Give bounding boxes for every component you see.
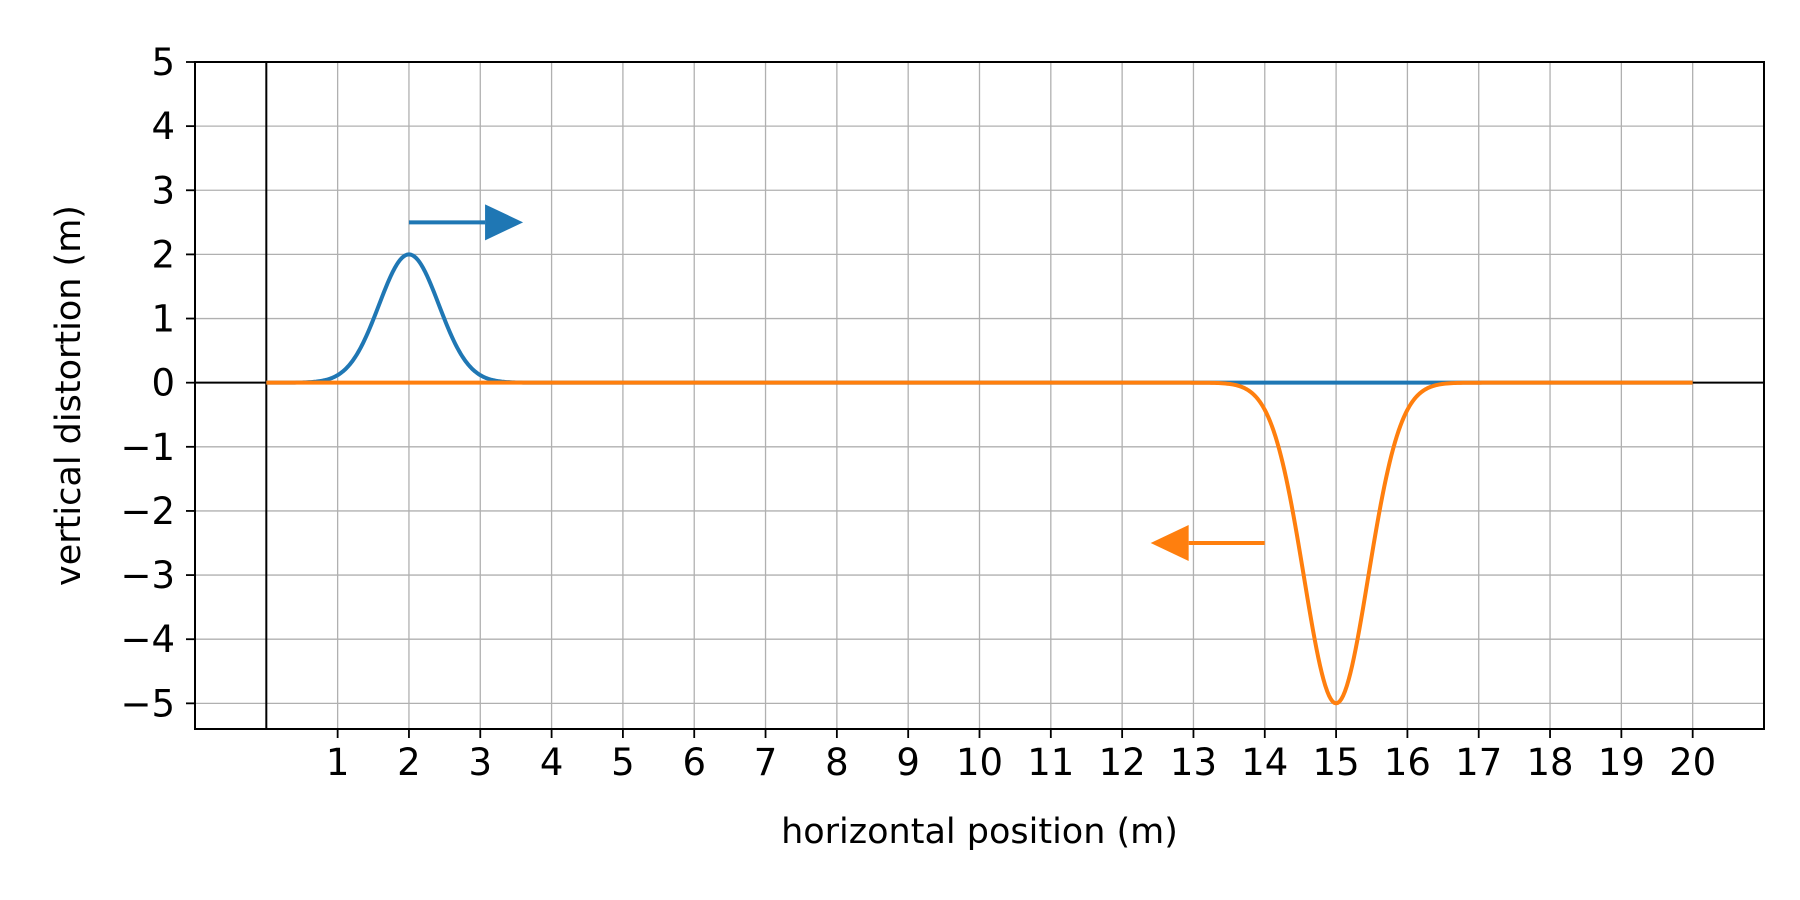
x-tick-label: 14 bbox=[1241, 741, 1288, 784]
y-tick-label: 5 bbox=[151, 41, 175, 84]
y-tick-label: −1 bbox=[120, 426, 175, 469]
y-tick-label: 4 bbox=[151, 105, 175, 148]
x-tick-label: 20 bbox=[1669, 741, 1716, 784]
y-axis-label: vertical distortion (m) bbox=[49, 205, 89, 586]
series-1-arrow-head bbox=[485, 204, 524, 241]
x-tick-label: 15 bbox=[1313, 741, 1360, 784]
x-tick-label: 8 bbox=[825, 741, 849, 784]
x-tick-label: 12 bbox=[1099, 741, 1146, 784]
y-tick-label: −3 bbox=[120, 554, 175, 597]
x-tick-label: 18 bbox=[1526, 741, 1573, 784]
y-tick-label: 3 bbox=[151, 169, 175, 212]
series-layer bbox=[266, 204, 1693, 706]
x-tick-label: 17 bbox=[1455, 741, 1502, 784]
x-tick-label: 11 bbox=[1027, 741, 1074, 784]
series-2-line bbox=[266, 380, 1693, 706]
x-axis-label: horizontal position (m) bbox=[781, 812, 1178, 852]
x-tick-label: 13 bbox=[1170, 741, 1217, 784]
x-tick-label: 10 bbox=[956, 741, 1003, 784]
x-tick-label: 1 bbox=[326, 741, 350, 784]
x-tick-label: 19 bbox=[1598, 741, 1645, 784]
x-tick-label: 3 bbox=[468, 741, 492, 784]
y-tick-label: 2 bbox=[151, 233, 175, 276]
x-tick-label: 2 bbox=[397, 741, 421, 784]
y-tick-label: 0 bbox=[151, 362, 175, 405]
y-tick-label: −5 bbox=[120, 682, 175, 725]
x-tick-label: 5 bbox=[611, 741, 635, 784]
x-tick-label: 4 bbox=[540, 741, 564, 784]
ticks: 1 2 3 4 5 6 7 8 9 10 11 12 13 14 15 16 17 18 19 20543210−1−… bbox=[120, 41, 1716, 784]
x-tick-label: 16 bbox=[1384, 741, 1431, 784]
x-tick-label: 7 bbox=[754, 741, 778, 784]
series-2-arrow-head bbox=[1150, 525, 1189, 562]
y-tick-label: 1 bbox=[151, 298, 175, 341]
y-tick-label: −4 bbox=[120, 618, 175, 661]
x-tick-label: 6 bbox=[682, 741, 706, 784]
y-tick-label: −2 bbox=[120, 490, 175, 533]
x-tick-label: 9 bbox=[896, 741, 920, 784]
grid bbox=[195, 61, 1764, 729]
